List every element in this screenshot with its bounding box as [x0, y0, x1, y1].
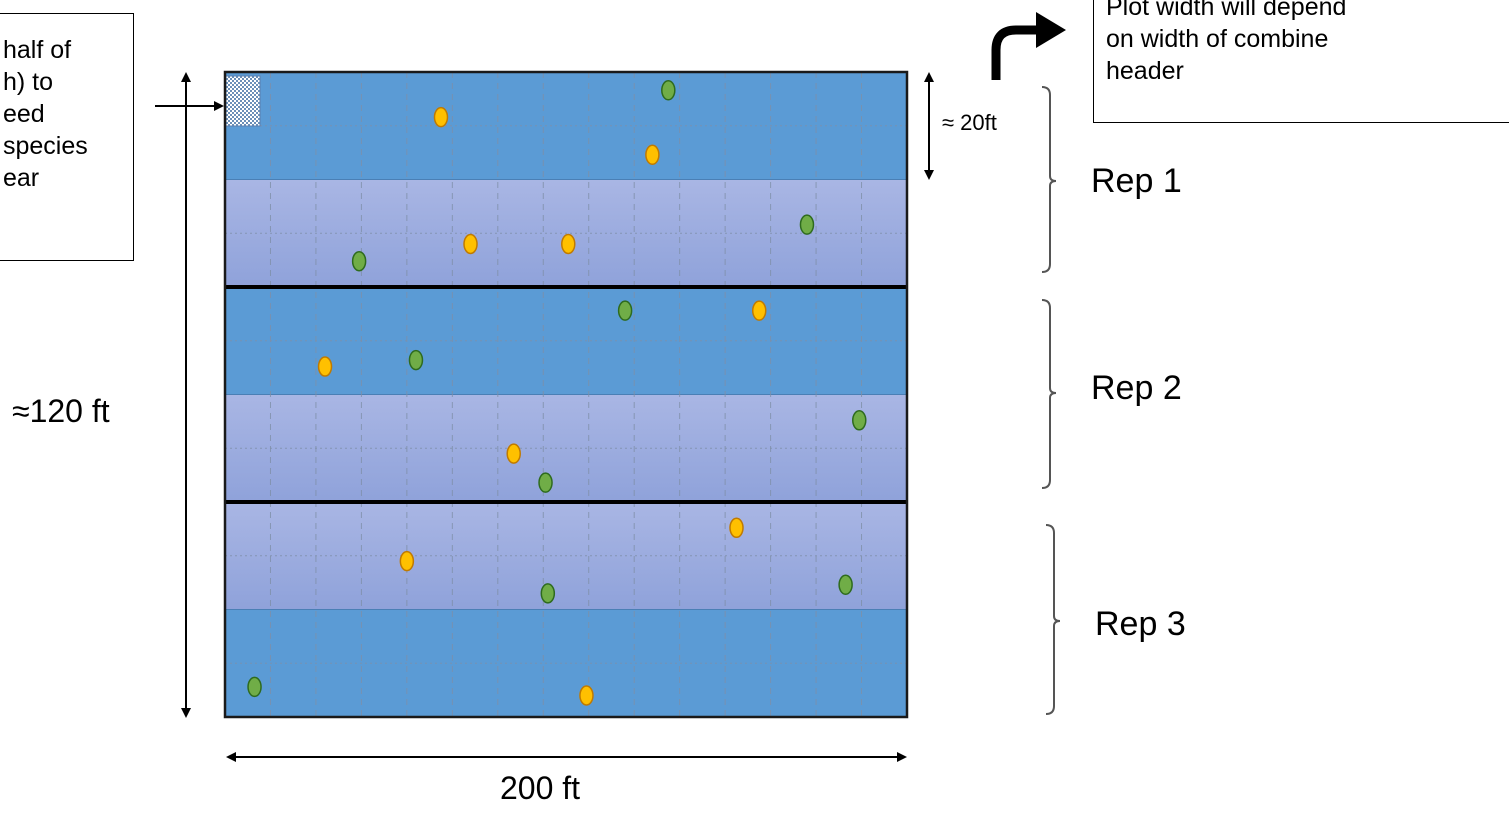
rep-borders	[225, 285, 907, 504]
green-marker	[617, 300, 633, 321]
rep-1-brace	[1041, 86, 1057, 273]
strip-height-label: ≈ 20ft	[942, 110, 997, 135]
bent-arrow-icon	[991, 25, 1038, 80]
rep-1-label: Rep 1	[1091, 162, 1182, 200]
green-marker	[408, 349, 424, 371]
plot-markers	[247, 80, 867, 706]
yellow-marker	[463, 233, 478, 255]
yellow-marker	[645, 144, 660, 166]
yellow-marker	[561, 233, 576, 255]
rep-2-brace	[1041, 299, 1057, 489]
rep-3-brace	[1045, 524, 1061, 715]
rep-3-label: Rep 3	[1095, 605, 1186, 643]
green-marker	[351, 250, 367, 272]
field-height-label: ≈120 ft	[12, 393, 110, 429]
left-note-line: species	[3, 132, 88, 160]
plot-width-note-line: on width of combine	[1106, 25, 1329, 53]
left-note-box: half of h) to eed species ear	[0, 13, 134, 261]
green-marker	[661, 80, 676, 101]
bent-arrow-head	[1036, 12, 1066, 48]
left-note-line: eed	[3, 100, 45, 128]
field-strips	[224, 71, 908, 718]
yellow-marker	[729, 517, 744, 539]
yellow-marker	[399, 550, 415, 572]
yellow-marker	[317, 356, 333, 377]
rep-2-label: Rep 2	[1091, 369, 1182, 407]
yellow-marker	[506, 443, 521, 464]
green-marker	[538, 472, 553, 493]
plot-width-note-box: Plot width will depend on width of combi…	[1093, 0, 1509, 123]
left-note-line: ear	[3, 164, 40, 192]
yellow-marker	[751, 300, 767, 321]
green-marker	[852, 410, 867, 431]
plot-width-note-line: header	[1106, 57, 1184, 85]
left-note-line: half of	[3, 36, 72, 64]
green-marker	[838, 574, 853, 596]
yellow-marker	[579, 685, 594, 706]
plot-width-note-line: Plot width will depend	[1106, 0, 1347, 21]
yellow-marker	[433, 106, 449, 128]
left-note-line: h) to	[3, 68, 54, 96]
green-marker	[540, 583, 556, 604]
field-outline	[223, 70, 909, 719]
plot-gridlines	[225, 72, 907, 717]
field-width-label: 200 ft	[500, 770, 581, 806]
green-marker	[799, 214, 815, 235]
green-marker	[247, 676, 262, 698]
sample-plot-highlight	[225, 75, 261, 127]
